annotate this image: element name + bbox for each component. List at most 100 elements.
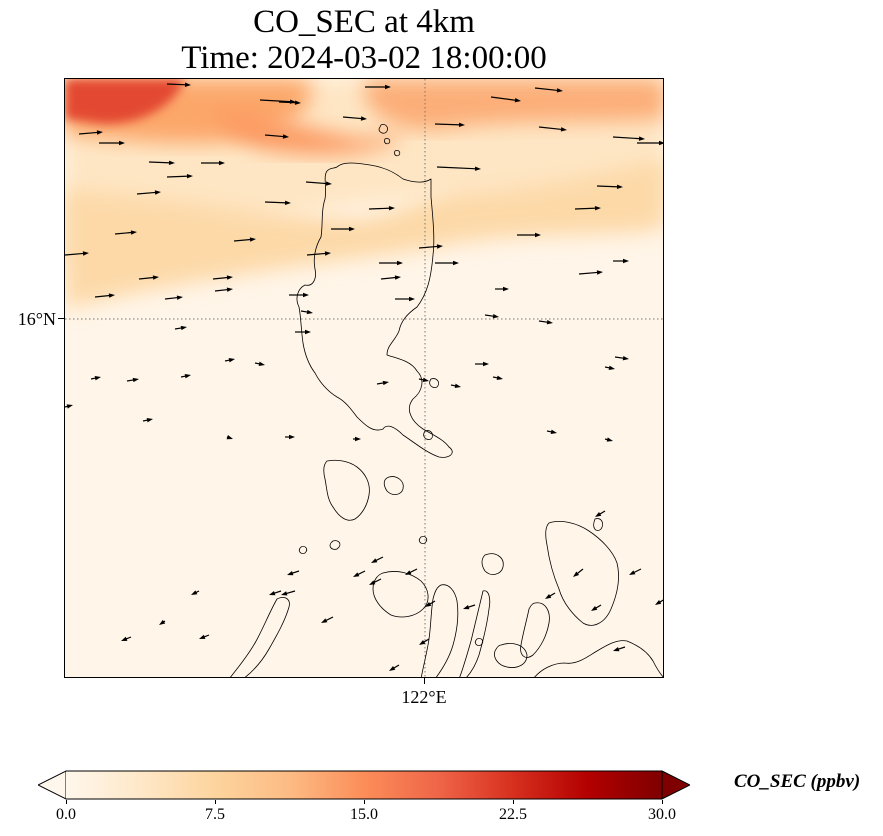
wind-arrow-shaft xyxy=(164,296,180,300)
wind-arrow-shaft xyxy=(114,231,134,235)
wind-arrow-head xyxy=(121,636,128,641)
colorbar-tick-mark xyxy=(66,800,67,804)
wind-arrow-shaft xyxy=(278,101,298,104)
wind-arrow-head xyxy=(594,206,601,211)
wind-arrow-head xyxy=(219,160,225,166)
wind-arrow-head xyxy=(199,634,206,639)
wind-arrow-head xyxy=(556,88,563,93)
wind-arrow-head xyxy=(483,361,489,367)
wind-arrow-head xyxy=(535,232,541,238)
wind-arrow-head xyxy=(108,293,115,298)
wind-arrow-shaft xyxy=(214,288,230,292)
wind-arrow-head xyxy=(154,190,161,195)
wind-arrow-head xyxy=(638,136,645,141)
wind-arrow-head xyxy=(409,296,415,302)
wind-arrow-head xyxy=(591,606,598,611)
wind-arrow-shaft xyxy=(612,136,642,140)
wind-arrow-head xyxy=(463,605,470,610)
wind-arrow-head xyxy=(622,355,629,361)
wind-arrow-head xyxy=(608,365,615,370)
wind-arrow-head xyxy=(623,258,629,264)
wind-arrow-head xyxy=(226,435,233,440)
wind-arrow-shaft xyxy=(166,175,190,178)
colorbar-gradient xyxy=(66,771,662,799)
luzon-coastline xyxy=(296,162,453,458)
wind-arrow-head xyxy=(573,571,580,577)
wind-arrow-head xyxy=(616,184,623,189)
wind-arrow-head xyxy=(82,251,89,256)
wind-arrow-head xyxy=(629,570,636,575)
wind-arrow-head xyxy=(550,429,557,434)
wind-arrow-shaft xyxy=(65,252,86,256)
colorbar-tick-mark xyxy=(513,800,514,804)
wind-arrow-head xyxy=(419,640,426,645)
wind-arrow-head xyxy=(305,329,311,335)
wind-arrow-head xyxy=(66,404,73,409)
leyte-coastline xyxy=(520,602,550,658)
wind-arrow-shaft xyxy=(138,276,156,280)
wind-arrow-head xyxy=(294,100,301,105)
wind-arrow-head xyxy=(324,251,331,256)
siquijor-island xyxy=(474,638,484,646)
colorbar-tick-label: 22.5 xyxy=(499,806,527,823)
lon-tick-mark xyxy=(424,678,425,684)
colorbar-label: CO_SEC (ppbv) xyxy=(734,771,861,792)
wind-arrow-head xyxy=(389,666,396,671)
wind-arrow-head xyxy=(186,174,193,179)
wind-arrow-head xyxy=(436,244,443,249)
wind-arrow-head xyxy=(492,313,499,319)
colorbar-tick-label: 15.0 xyxy=(350,806,378,823)
wind-arrow-shaft xyxy=(534,87,560,92)
colorbar-tick-label: 30.0 xyxy=(648,806,676,823)
camiguin-island xyxy=(394,150,401,157)
colorbar-extend-min xyxy=(38,770,67,800)
wind-arrow-head xyxy=(422,377,429,382)
wind-arrow-head xyxy=(258,361,265,366)
wind-arrow-head xyxy=(388,206,395,211)
wind-arrow-head xyxy=(94,376,101,381)
lat-tick-mark xyxy=(58,318,64,319)
wind-arrow-shaft xyxy=(264,201,288,204)
wind-arrow-head xyxy=(269,591,276,596)
wind-arrow-head xyxy=(349,226,355,232)
romblon-island xyxy=(418,536,428,544)
mindoro-coastline xyxy=(323,459,370,521)
wind-arrow-head xyxy=(282,134,289,139)
colorbar-extend-max xyxy=(661,770,690,800)
wind-arrow-head xyxy=(394,275,401,280)
wind-arrow-shaft xyxy=(233,238,253,242)
colorbar-tick-mark xyxy=(215,800,216,804)
wind-arrow-head xyxy=(152,275,159,280)
wind-vectors xyxy=(65,82,663,671)
wind-arrow-head xyxy=(281,591,288,596)
wind-arrow-shaft xyxy=(136,191,158,195)
wind-arrow-shaft xyxy=(306,252,328,256)
wind-arrow-head xyxy=(191,590,198,595)
wind-arrow-head xyxy=(119,140,125,146)
wind-arrow-head xyxy=(545,594,552,599)
wind-arrow-head xyxy=(659,140,663,146)
cebu-coastline xyxy=(459,590,491,677)
wind-arrow-shaft xyxy=(305,181,329,185)
wind-arrow-head xyxy=(184,82,191,87)
wind-arrow-shaft xyxy=(212,276,230,280)
wind-arrow-head xyxy=(321,618,328,623)
samar-coastline xyxy=(545,521,619,626)
latitude-label: 16°N xyxy=(17,309,56,329)
wind-arrow-head xyxy=(96,130,103,135)
babuyan-island xyxy=(378,124,388,134)
wind-arrow-head xyxy=(146,418,153,423)
wind-arrow-head xyxy=(176,295,183,300)
wind-arrow-shaft xyxy=(78,131,100,135)
wind-arrow-head xyxy=(159,619,166,625)
batanes-island xyxy=(384,138,391,145)
wind-arrow-head xyxy=(453,260,459,266)
wind-arrow-head xyxy=(454,383,461,388)
wind-arrow-head xyxy=(595,512,602,517)
colorbar xyxy=(38,770,690,800)
wind-arrow-head xyxy=(289,434,295,440)
cuyo-island xyxy=(298,546,308,554)
wind-arrow-head xyxy=(168,160,175,165)
wind-arrow-shaft xyxy=(434,123,462,126)
wind-arrow-head xyxy=(613,647,620,652)
